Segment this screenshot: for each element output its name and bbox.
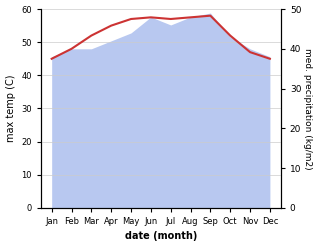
Y-axis label: med. precipitation (kg/m2): med. precipitation (kg/m2) — [303, 48, 313, 169]
Y-axis label: max temp (C): max temp (C) — [5, 75, 16, 142]
X-axis label: date (month): date (month) — [125, 231, 197, 242]
